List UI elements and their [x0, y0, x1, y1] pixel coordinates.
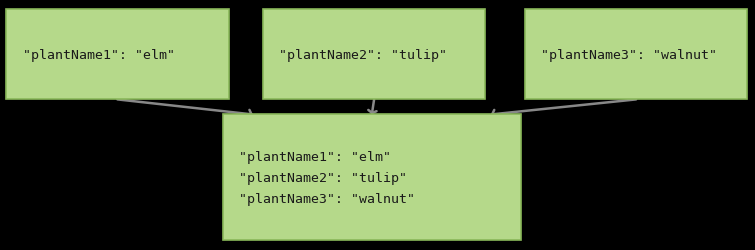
Text: "plantName1": "elm"
"plantName2": "tulip"
"plantName3": "walnut": "plantName1": "elm" "plantName2": "tulip… — [239, 150, 415, 205]
Text: "plantName3": "walnut": "plantName3": "walnut" — [541, 48, 717, 62]
FancyBboxPatch shape — [525, 10, 747, 100]
FancyBboxPatch shape — [223, 115, 521, 240]
FancyBboxPatch shape — [263, 10, 485, 100]
Text: "plantName1": "elm": "plantName1": "elm" — [23, 48, 174, 62]
Text: "plantName2": "tulip": "plantName2": "tulip" — [279, 48, 448, 62]
FancyBboxPatch shape — [6, 10, 229, 100]
